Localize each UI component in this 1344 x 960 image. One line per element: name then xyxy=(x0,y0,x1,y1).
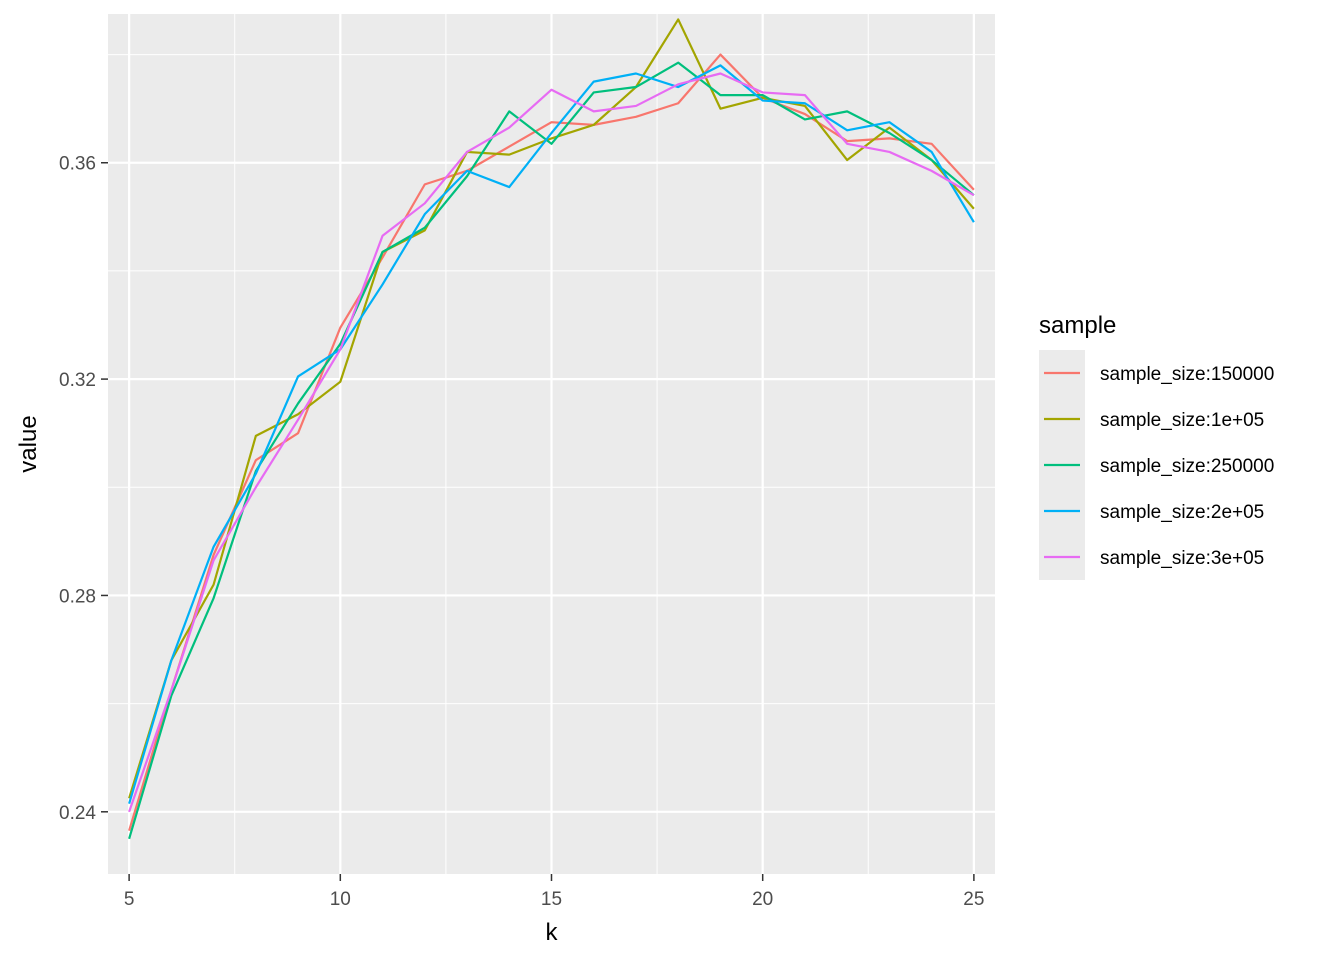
legend-title: sample xyxy=(1039,312,1116,339)
legend-label-2: sample_size:1e+05 xyxy=(1100,410,1264,431)
x-tick-label: 10 xyxy=(330,889,351,910)
x-tick-label: 25 xyxy=(963,889,984,910)
series-line-3 xyxy=(128,61,975,840)
legend-label-3: sample_size:250000 xyxy=(1100,456,1274,477)
y-tick-label: 0.36 xyxy=(59,154,96,175)
y-tick-label: 0.24 xyxy=(59,803,96,824)
axis-ticks xyxy=(101,161,975,881)
y-axis-title: value xyxy=(15,415,42,472)
major-gridlines xyxy=(108,14,995,874)
x-axis-title: k xyxy=(546,919,559,946)
series-line-4 xyxy=(128,64,975,805)
x-tick-label: 15 xyxy=(541,889,562,910)
y-tick-label: 0.32 xyxy=(59,370,96,391)
series-line-5 xyxy=(128,72,975,813)
legend: sample_size:150000 sample_size:1e+05sampl… xyxy=(1039,350,1274,580)
legend-label-1: sample_size:150000 xyxy=(1100,364,1274,385)
x-tick-label: 20 xyxy=(752,889,773,910)
y-tick-labels: 0.24 0.28 0.32 0.36 xyxy=(59,154,96,824)
series-line-1 xyxy=(128,53,975,832)
series-layer xyxy=(128,18,975,840)
x-tick-labels: 5 10 15 20 25 xyxy=(124,889,985,910)
series-line-2 xyxy=(128,18,975,799)
x-tick-label: 5 xyxy=(124,889,135,910)
y-tick-label: 0.28 xyxy=(59,586,96,607)
legend-label-5: sample_size:3e+05 xyxy=(1100,548,1264,569)
legend-label-4: sample_size:2e+05 xyxy=(1100,502,1264,523)
